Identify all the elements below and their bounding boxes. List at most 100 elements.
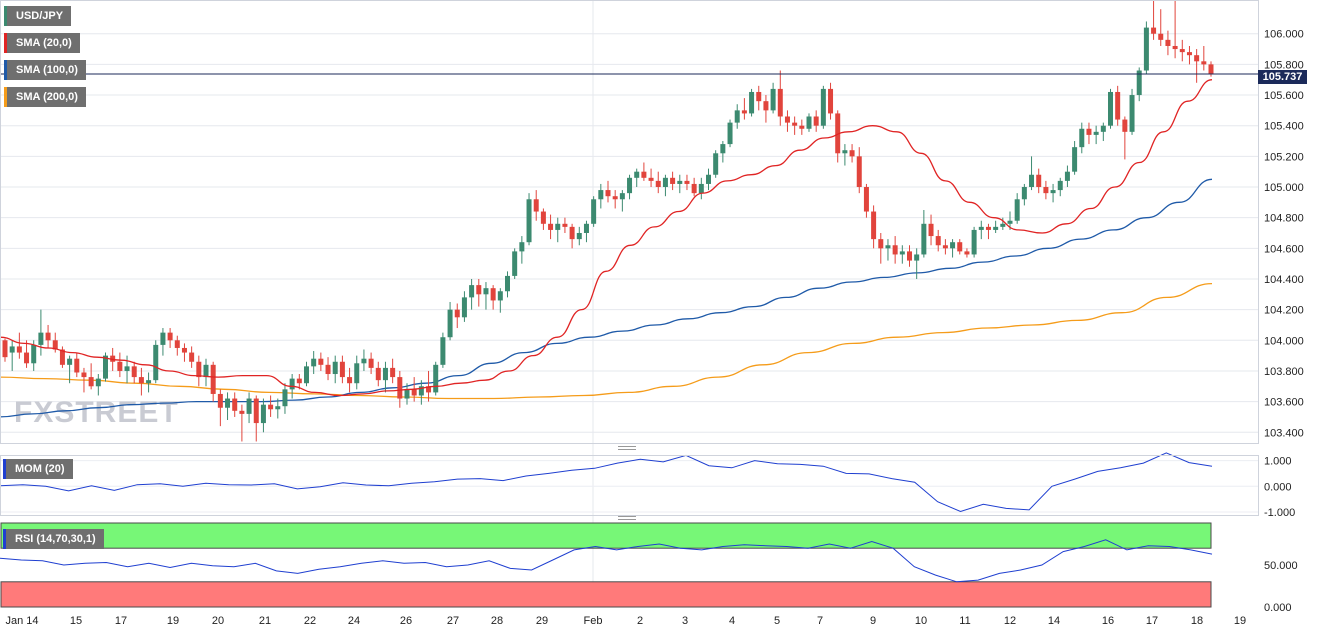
panel-resize-handle-rsi[interactable] (618, 516, 636, 520)
candle (196, 355, 202, 387)
candle (347, 367, 353, 393)
candle-body (835, 113, 841, 154)
price-tick-label: 104.400 (1264, 274, 1304, 286)
candle (863, 183, 869, 218)
mom-swatch (3, 459, 6, 479)
candle-body (684, 180, 690, 184)
candle-body (698, 183, 704, 194)
mom-tick-label: 1.000 (1264, 456, 1292, 468)
candle (1036, 168, 1042, 194)
candle (117, 352, 123, 378)
candle-body (907, 251, 912, 261)
price-tick-label: 104.000 (1264, 335, 1304, 347)
candle-body (81, 372, 87, 378)
candle-body (950, 242, 956, 249)
candle (662, 174, 668, 197)
price-tick-label: 104.200 (1264, 305, 1304, 317)
candle-body (942, 245, 948, 249)
candle (1100, 122, 1106, 142)
candle-body (964, 251, 970, 255)
candle (634, 168, 640, 188)
candle (225, 392, 231, 421)
mom-panel-frame (0, 455, 1259, 516)
candle-body (1007, 220, 1013, 224)
time-tick-label: 3 (682, 615, 688, 627)
candle-body (45, 332, 51, 341)
candle (368, 352, 374, 375)
candle-body (382, 367, 388, 381)
candle-body (368, 358, 374, 368)
candle (354, 355, 360, 390)
candle (885, 239, 891, 261)
rsi-label-tag[interactable]: RSI (14,70,30,1) (3, 529, 104, 549)
candle (1072, 141, 1078, 175)
candle (124, 355, 130, 384)
candle-body (1043, 187, 1049, 194)
candle (1043, 180, 1049, 200)
time-tick-label: 9 (870, 615, 876, 627)
candle-body (239, 410, 245, 414)
legend-sma-200[interactable]: SMA (200,0) (4, 87, 86, 107)
candle-body (562, 223, 568, 227)
candle (971, 226, 977, 258)
candle-body (548, 223, 554, 230)
candle-body (770, 88, 776, 111)
candle-body (612, 196, 618, 200)
time-tick-label: Feb (584, 615, 603, 627)
candle (957, 239, 963, 255)
candle (1194, 49, 1200, 83)
price-tick-label: 105.600 (1264, 90, 1304, 102)
candle-body (268, 404, 274, 410)
candle (540, 208, 546, 230)
candle (181, 343, 187, 362)
candle (727, 119, 733, 148)
candle (784, 110, 790, 132)
candle (770, 82, 776, 114)
candle-body (433, 364, 439, 393)
candle-body (598, 190, 604, 200)
candle-body (103, 355, 108, 379)
price-tick-label: 105.200 (1264, 151, 1304, 163)
candle (318, 352, 324, 371)
symbol-color-swatch (4, 6, 7, 26)
candle (605, 180, 611, 203)
panel-resize-handle-mom[interactable] (618, 446, 636, 450)
candle (1122, 116, 1128, 160)
candle (1108, 88, 1113, 129)
candle-body (311, 358, 317, 367)
candle (1050, 183, 1056, 203)
candle-body (67, 358, 73, 365)
candle-body (131, 366, 137, 378)
candle-body (1036, 174, 1042, 188)
candle (907, 245, 912, 267)
candle-body (935, 236, 941, 246)
candle-body (619, 193, 625, 200)
sma-100-swatch (4, 60, 7, 80)
candle-body (217, 393, 223, 408)
candle (684, 174, 690, 191)
candle-body (1000, 223, 1006, 227)
legend-sma-100[interactable]: SMA (100,0) (4, 60, 86, 80)
time-tick-label: 10 (915, 615, 927, 627)
candle (454, 303, 460, 329)
symbol-tag[interactable]: USD/JPY (4, 6, 72, 26)
time-tick-label: 28 (491, 615, 503, 627)
candle-body (957, 242, 963, 252)
candle-body (181, 347, 187, 353)
candle (512, 248, 518, 279)
candle (612, 190, 618, 209)
mom-label-tag[interactable]: MOM (20) (3, 459, 73, 479)
candle (756, 85, 762, 111)
candle-body (146, 380, 152, 384)
candle-body (1122, 119, 1128, 132)
candle (1064, 165, 1070, 188)
candle-body (1064, 171, 1070, 181)
candle-body (1165, 39, 1171, 46)
legend-sma-20[interactable]: SMA (20,0) (4, 33, 80, 53)
candle (404, 383, 410, 405)
candle-body (985, 226, 991, 230)
candle (418, 380, 424, 405)
candle (38, 309, 44, 356)
candle-body (820, 88, 826, 126)
candle-body (88, 377, 94, 387)
